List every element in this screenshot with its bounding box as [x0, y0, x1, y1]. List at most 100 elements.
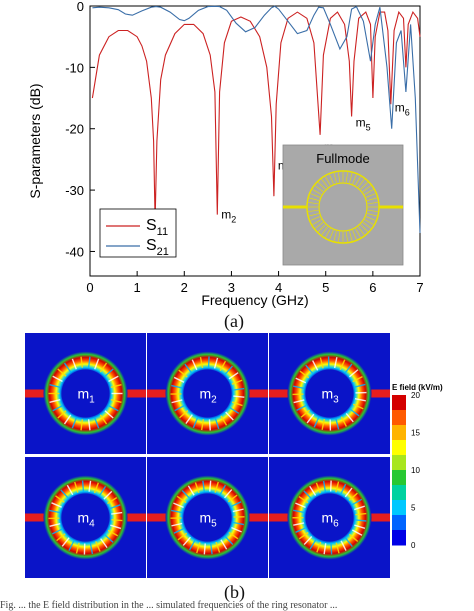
field-panel-m4: m4 [25, 457, 146, 578]
y-tick-label: -20 [65, 122, 84, 137]
inset-finger [321, 226, 329, 235]
inset-finger [357, 179, 365, 188]
panel-label-m4: m4 [78, 510, 96, 530]
y-tick-label: -40 [65, 244, 84, 259]
inset-finger [309, 213, 319, 217]
inset-finger [352, 174, 357, 185]
inset-finger [310, 216, 321, 221]
colorbar-cell [392, 425, 406, 441]
inset-finger [365, 216, 376, 221]
colorbar-cell [392, 470, 406, 486]
x-tick-label: 1 [134, 280, 141, 295]
inset-finger [357, 226, 365, 235]
y-tick-label: 0 [77, 0, 84, 14]
colorbar-cell [392, 410, 406, 426]
legend-entry-s21: S21 [106, 237, 169, 258]
series-line-s21 [92, 5, 421, 234]
x-tick-label: 4 [275, 280, 282, 295]
x-tick-label: 7 [416, 280, 423, 295]
inset-finger [318, 224, 326, 232]
field-panel-m2: m2 [147, 333, 268, 454]
field-panel-m3: m3 [269, 333, 390, 454]
inset-finger [362, 185, 371, 193]
inset-finger [325, 228, 331, 238]
e-field-panels: m1 m2 m3 m4 m5 m6 E field (kV/m) 20 15 10 5 0 [25, 333, 443, 578]
inset-finger [364, 219, 374, 225]
x-tick-label: 2 [181, 280, 188, 295]
inset-finger [310, 193, 321, 198]
inset-finger [355, 176, 361, 186]
inset-finger [315, 185, 324, 193]
inset-finger [338, 172, 341, 183]
legend: S11 S21 [99, 208, 177, 258]
colorbar-tick-label: 15 [411, 429, 420, 438]
colorbar-cell [392, 515, 406, 531]
x-tick-label: 3 [228, 280, 235, 295]
inset-inner-ring [318, 182, 368, 232]
panel-label-m5: m5 [200, 510, 218, 530]
inset-outer-ring [306, 170, 380, 244]
inset-finger [365, 193, 376, 198]
field-panel-grid: m1 m2 m3 m4 m5 m6 [25, 333, 390, 578]
colorbar-cell [392, 440, 406, 456]
marker-label-m5: m5 [356, 116, 371, 133]
ring-resonator-drawing [283, 170, 403, 244]
figure-footer-text: Fig. ... the E field distribution in the… [0, 600, 338, 611]
inset-finger [355, 228, 361, 238]
inset-finger [362, 221, 371, 229]
colorbar-cell [392, 485, 406, 501]
panel-label-m6: m6 [322, 510, 340, 530]
inset-finger [349, 231, 353, 241]
marker-label-m2: m2 [221, 208, 236, 225]
inset-finger [315, 221, 324, 229]
colorbar: E field (kV/m) 20 15 10 5 0 [392, 383, 443, 550]
inset-finger [367, 213, 377, 217]
x-tick-label: 6 [369, 280, 376, 295]
inset-finger [360, 224, 368, 232]
inset-finger [329, 229, 334, 240]
inset-finger [367, 209, 378, 212]
inset-finger [308, 209, 319, 212]
caption-a: (a) [224, 311, 244, 331]
inset-finger [367, 197, 377, 201]
field-panel-m6: m6 [269, 457, 390, 578]
inset-finger [321, 179, 329, 188]
colorbar-cell [392, 530, 406, 546]
inset-finger [309, 197, 319, 201]
colorbar-tick-label: 20 [411, 391, 420, 400]
inset-finger [308, 202, 319, 205]
colorbar-tick-label: 0 [411, 541, 416, 550]
y-axis-label: S-parameters (dB) [27, 83, 43, 198]
inset-finger [333, 231, 337, 241]
colorbar-tick-label: 10 [411, 466, 420, 475]
panel-label-m1: m1 [78, 386, 96, 406]
colorbar-ticks: 20 15 10 5 0 [411, 391, 420, 550]
x-tick-label: 0 [86, 280, 93, 295]
inset-finger [329, 174, 334, 185]
colorbar-cell [392, 395, 406, 411]
plot-frame [89, 5, 421, 277]
inset-title: Fullmode [316, 151, 369, 166]
colorbar-cell [392, 455, 406, 471]
colorbar-tick-label: 5 [411, 504, 416, 513]
marker-label-m6: m6 [395, 100, 410, 117]
y-axis-ticks: 0 -10 -20 -30 -40 [65, 0, 95, 259]
x-axis-label: Frequency (GHz) [201, 292, 308, 308]
inset-finger [352, 229, 357, 240]
colorbar-scale [392, 395, 406, 546]
inset-finger [318, 182, 326, 190]
inset-finger [345, 172, 348, 183]
inset-finger [367, 202, 378, 205]
series-line-s11 [91, 10, 421, 221]
caption-b: (b) [224, 582, 245, 602]
inset-finger [312, 219, 322, 225]
y-tick-label: -10 [65, 60, 84, 75]
inset-finger [360, 182, 368, 190]
y-tick-label: -30 [65, 183, 84, 198]
panel-label-m2: m2 [200, 386, 218, 406]
svg-text:S11: S11 [146, 217, 168, 238]
legend-entry-s11: S11 [106, 217, 168, 238]
inset-finger [338, 231, 341, 242]
s-parameter-chart: 0 -10 -20 -30 -40 0 1 2 3 4 5 6 7 S-parameters (dB)… [27, 0, 424, 308]
field-panel-m1: m1 [25, 333, 146, 454]
